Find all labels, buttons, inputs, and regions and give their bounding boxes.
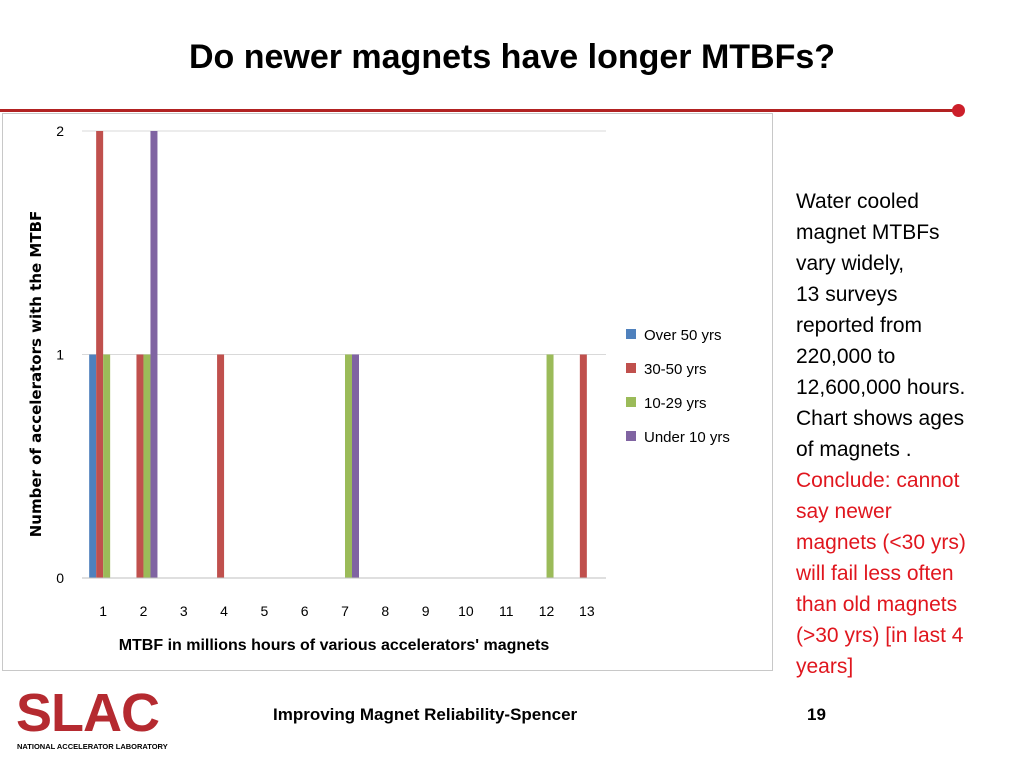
svg-text:SLAC: SLAC [16,686,159,743]
legend-label: 30-50 yrs [644,361,707,378]
conclusion-line: than old magnets [796,593,958,616]
bar [103,354,111,578]
title-rule [0,109,958,112]
chart-area: 0 1 2 1 2 3 4 5 6 7 8 9 10 11 12 13 Number of accelerat… [2,113,773,671]
legend: Over 50 yrs 30-50 yrs 10-29 yrs Under 10 yr… [626,327,730,446]
slac-logo: SLAC NATIONAL ACCELERATOR LABORATORY [16,686,168,751]
slide-title: Do newer magnets have longer MTBFs? [188,38,836,76]
title-rule-dot [952,104,965,117]
conclusion-line: Conclude: cannot [796,469,960,492]
bar [96,131,104,578]
bar [143,354,151,578]
y-tick-label: 2 [56,123,64,139]
legend-label: 10-29 yrs [644,395,707,412]
conclusion-line: say newer [796,500,892,523]
side-text-line: 12,600,000 hours. [796,376,966,399]
legend-swatch [626,363,636,373]
conclusion-line: will fail less often [796,562,954,585]
side-text-conclusion: Conclude: cannot say newer magnets (<30 yr… [796,465,1018,682]
x-tick-label: 13 [579,603,595,619]
legend-swatch [626,329,636,339]
x-tick-label: 4 [220,603,228,619]
y-tick-label: 1 [56,347,64,363]
x-tick-label: 11 [499,603,514,619]
bar [150,131,158,578]
side-text-line: of magnets . [796,438,912,461]
bars [89,131,587,578]
conclusion-line: (>30 yrs) [in last 4 [796,624,964,647]
footer-title: Improving Magnet Reliability-Spencer [273,705,578,724]
x-tick-label: 3 [180,603,188,619]
side-text-line: Water cooled [796,190,919,213]
page-number: 19 [807,705,826,724]
bar [352,354,359,578]
side-text-line: 220,000 to [796,345,896,368]
x-tick-label: 2 [140,603,148,619]
bar [345,354,352,578]
conclusion-line: years] [796,655,854,678]
bar [89,354,97,578]
x-axis-label: MTBF in millions hours of various accele… [119,637,550,654]
side-text-line: vary widely, [796,252,905,275]
legend-label: Over 50 yrs [644,327,722,344]
x-tick-label: 12 [539,603,555,619]
gridlines [82,130,606,355]
bar [546,354,554,578]
x-tick-label: 8 [381,603,389,619]
legend-swatch [626,431,636,441]
x-tick-label: 9 [422,603,430,619]
y-tick-label: 0 [56,570,64,586]
bar [217,354,225,578]
x-tick-label: 6 [301,603,309,619]
x-tick-label: 1 [99,603,107,619]
side-text-explanation: Water cooled magnet MTBFs vary widely, 13 s… [796,186,1018,465]
x-tick-label: 10 [458,603,474,619]
x-tick-label: 7 [341,603,349,619]
svg-text:NATIONAL ACCELERATOR LABORATOR: NATIONAL ACCELERATOR LABORATORY [17,742,168,751]
legend-label: Under 10 yrs [644,429,730,446]
side-text-line: Chart shows ages [796,407,965,430]
y-axis-label: Number of accelerators with the MTBF [27,211,45,538]
bar [136,354,144,578]
conclusion-line: magnets (<30 yrs) [796,531,966,554]
bar [579,354,587,578]
x-tick-label: 5 [260,603,268,619]
side-text: Water cooled magnet MTBFs vary widely, 13 s… [796,186,1018,682]
side-text-line: magnet MTBFs [796,221,940,244]
side-text-line: reported from [796,314,923,337]
side-text-line: 13 surveys [796,283,898,306]
legend-swatch [626,397,636,407]
